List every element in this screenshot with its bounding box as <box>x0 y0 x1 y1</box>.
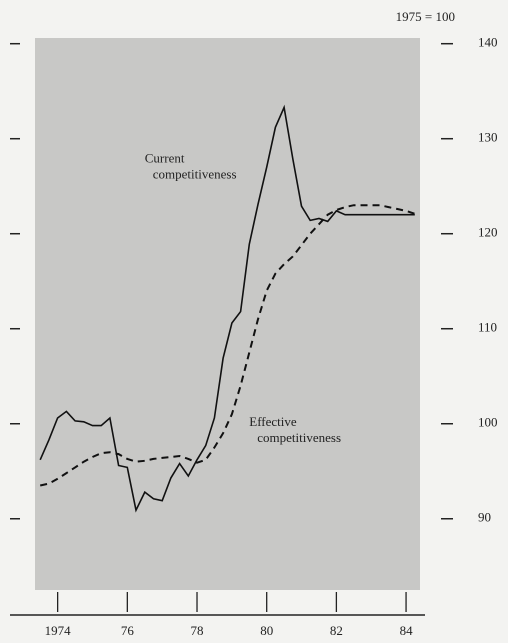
annotation: Current <box>145 151 185 166</box>
x-tick-label: 84 <box>400 623 414 638</box>
y-tick-label: 140 <box>478 35 498 50</box>
y-tick-label: 120 <box>478 225 498 240</box>
series-line <box>39 204 416 487</box>
x-tick-label: 76 <box>121 623 135 638</box>
plot-area <box>35 38 420 590</box>
y-tick-label: 90 <box>478 510 491 525</box>
y-tick-label: 110 <box>478 320 497 335</box>
annotation: Effective <box>249 414 297 429</box>
annotation: competitiveness <box>257 430 341 445</box>
series-line <box>39 104 415 513</box>
unit-note: 1975 = 100 <box>396 9 455 24</box>
annotation: competitiveness <box>153 167 237 182</box>
y-tick-label: 130 <box>478 130 498 145</box>
x-tick-label: 80 <box>260 623 273 638</box>
x-tick-label: 78 <box>191 623 204 638</box>
y-tick-label: 100 <box>478 415 498 430</box>
x-tick-label: 1974 <box>45 623 72 638</box>
x-tick-label: 82 <box>330 623 343 638</box>
